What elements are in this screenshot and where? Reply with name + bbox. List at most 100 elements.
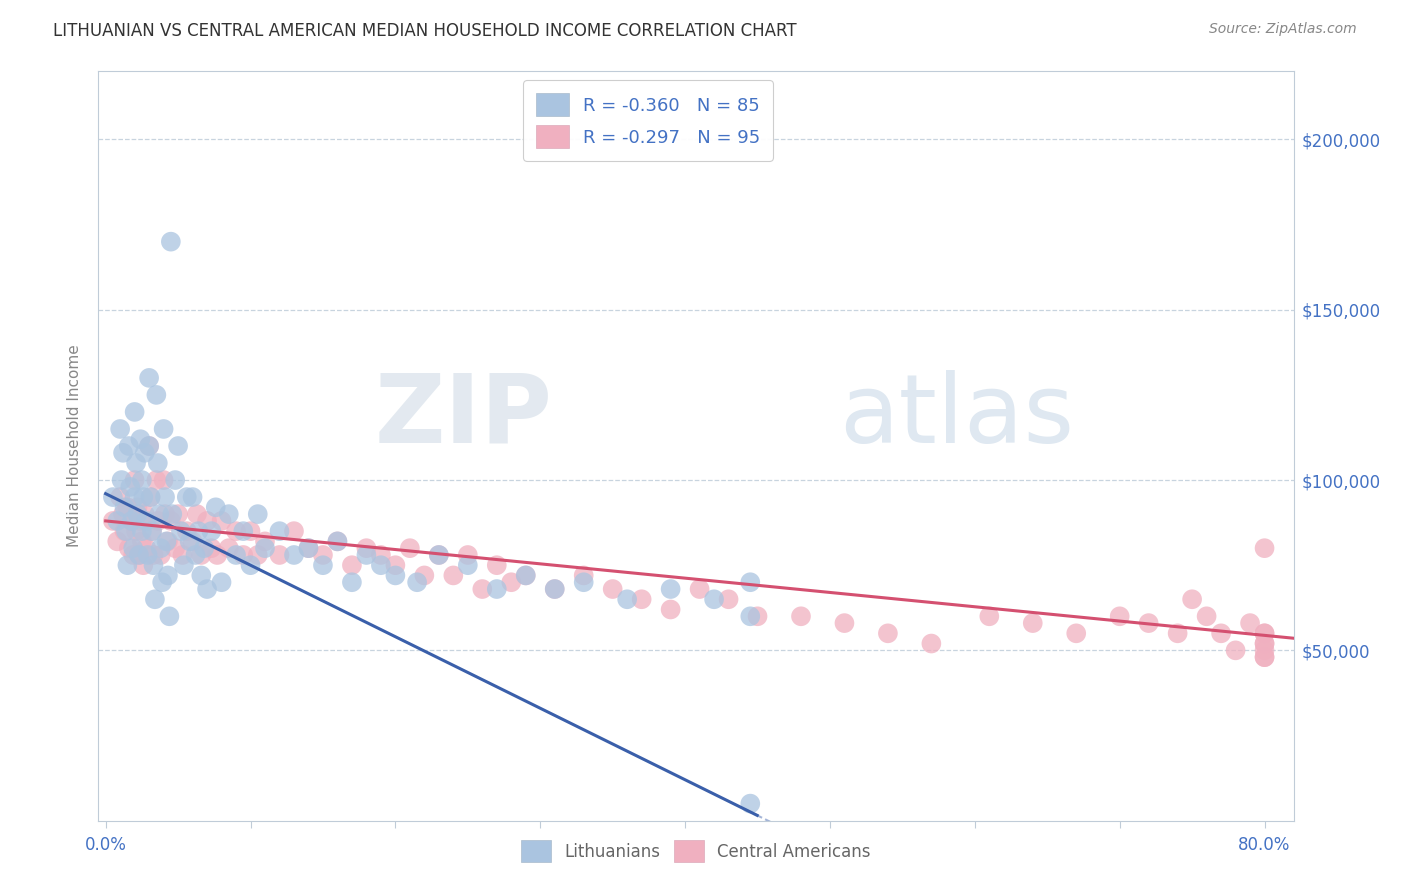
Point	[128, 548, 150, 562]
Point	[232, 548, 254, 562]
Point	[135, 541, 157, 556]
Point	[131, 473, 153, 487]
Point	[1209, 626, 1232, 640]
Point	[246, 507, 269, 521]
Point	[179, 534, 201, 549]
Point	[128, 548, 150, 562]
Point	[193, 541, 215, 556]
Point	[471, 582, 494, 596]
Point	[153, 507, 176, 521]
Point	[152, 422, 174, 436]
Point	[515, 568, 537, 582]
Point	[239, 558, 262, 573]
Point	[129, 514, 152, 528]
Point	[190, 548, 212, 562]
Point	[156, 534, 179, 549]
Point	[132, 558, 155, 573]
Point	[1253, 626, 1275, 640]
Point	[218, 507, 240, 521]
Point	[689, 582, 711, 596]
Point	[148, 507, 170, 521]
Point	[176, 524, 198, 538]
Point	[135, 514, 157, 528]
Point	[1167, 626, 1189, 640]
Point	[125, 524, 148, 538]
Point	[145, 473, 167, 487]
Point	[146, 456, 169, 470]
Point	[205, 548, 228, 562]
Point	[142, 548, 165, 562]
Point	[501, 575, 523, 590]
Point	[384, 568, 406, 582]
Point	[1253, 626, 1275, 640]
Point	[356, 548, 378, 562]
Point	[105, 534, 128, 549]
Point	[602, 582, 624, 596]
Point	[112, 446, 135, 460]
Point	[160, 235, 183, 249]
Point	[132, 490, 155, 504]
Point	[253, 534, 276, 549]
Point	[1022, 616, 1045, 631]
Legend: Lithuanians, Central Americans: Lithuanians, Central Americans	[515, 834, 877, 869]
Point	[108, 422, 131, 436]
Point	[195, 514, 218, 528]
Point	[297, 541, 319, 556]
Point	[173, 558, 195, 573]
Point	[218, 541, 240, 556]
Point	[717, 592, 740, 607]
Point	[370, 558, 392, 573]
Point	[114, 524, 136, 538]
Point	[127, 507, 149, 521]
Point	[127, 500, 149, 515]
Point	[118, 541, 141, 556]
Point	[1253, 650, 1275, 665]
Point	[297, 541, 319, 556]
Point	[114, 500, 136, 515]
Point	[101, 490, 124, 504]
Point	[115, 524, 138, 538]
Point	[630, 592, 652, 607]
Point	[485, 558, 508, 573]
Point	[1181, 592, 1204, 607]
Point	[616, 592, 638, 607]
Point	[790, 609, 813, 624]
Point	[150, 575, 173, 590]
Point	[124, 490, 146, 504]
Point	[326, 534, 349, 549]
Point	[211, 514, 233, 528]
Point	[181, 490, 204, 504]
Point	[253, 541, 276, 556]
Point	[326, 534, 349, 549]
Point	[572, 568, 595, 582]
Point	[105, 514, 128, 528]
Point	[1225, 643, 1247, 657]
Point	[834, 616, 856, 631]
Point	[186, 507, 208, 521]
Point	[877, 626, 900, 640]
Point	[122, 548, 145, 562]
Point	[184, 548, 207, 562]
Point	[110, 473, 132, 487]
Point	[225, 548, 247, 562]
Point	[979, 609, 1001, 624]
Point	[145, 388, 167, 402]
Point	[146, 514, 169, 528]
Point	[112, 507, 135, 521]
Point	[155, 534, 177, 549]
Point	[134, 507, 156, 521]
Point	[153, 490, 176, 504]
Point	[157, 609, 180, 624]
Point	[101, 514, 124, 528]
Point	[225, 524, 247, 538]
Point	[441, 568, 464, 582]
Point	[740, 575, 762, 590]
Point	[125, 456, 148, 470]
Point	[142, 558, 165, 573]
Point	[269, 548, 291, 562]
Text: LITHUANIAN VS CENTRAL AMERICAN MEDIAN HOUSEHOLD INCOME CORRELATION CHART: LITHUANIAN VS CENTRAL AMERICAN MEDIAN HO…	[53, 22, 797, 40]
Point	[1239, 616, 1261, 631]
Point	[1064, 626, 1087, 640]
Point	[246, 548, 269, 562]
Point	[232, 524, 254, 538]
